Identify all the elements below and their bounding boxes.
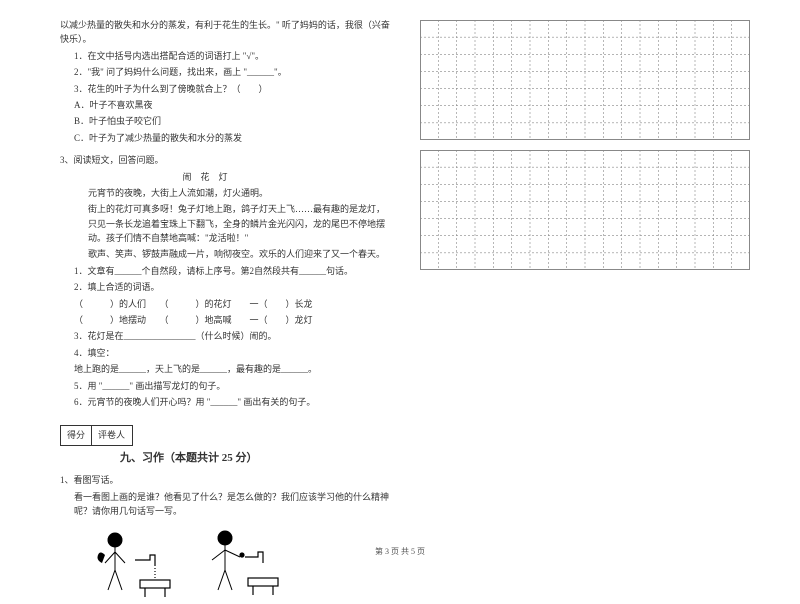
passage1-q2: 2．"我" 问了妈妈什么问题，找出来，画上 "______"。	[60, 65, 390, 79]
score-col2: 评卷人	[92, 426, 132, 444]
passage2-q4: 4．填空：	[60, 346, 390, 360]
passage2-q2: 2．填上合适的词语。	[60, 280, 390, 294]
passage2-p1: 元宵节的夜晚，大街上人流如潮，灯火通明。	[60, 186, 390, 200]
score-box: 得分 评卷人	[60, 425, 133, 445]
passage1-optA: A．叶子不喜欢黑夜	[60, 98, 390, 112]
passage1-intro: 以减少热量的散失和水分的蒸发，有利于花生的生长。" 听了妈妈的话，我很（兴奋 快…	[60, 18, 390, 47]
passage2-header: 3、阅读短文，回答问题。	[60, 153, 390, 167]
writing-grid-2	[420, 150, 750, 270]
passage2-q3: 3．花灯是在________________（什么时候）闹的。	[60, 329, 390, 343]
passage1-q1: 1．在文中括号内选出搭配合适的词语打上 "√"。	[60, 49, 390, 63]
passage1-optC: C．叶子为了减少热量的散失和水分的蒸发	[60, 131, 390, 145]
section9-q1: 1、看图写话。	[60, 473, 390, 487]
passage1-q3: 3．花生的叶子为什么到了傍晚就合上？（ ）	[60, 82, 390, 96]
passage2-title: 闹 花 灯	[60, 170, 390, 184]
section9-heading: 九、习作（本题共计 25 分）	[60, 450, 390, 468]
passage2-q5: 5．用 "______" 画出描写龙灯的句子。	[60, 379, 390, 393]
writing-grid-1	[420, 20, 750, 140]
score-col1: 得分	[61, 426, 92, 444]
passage2-q4a: 地上跑的是______，天上飞的是______，最有趣的是______。	[60, 362, 390, 376]
illustration	[80, 525, 300, 600]
passage2-q2a: （ ）的人们 （ ）的花灯 一（ ）长龙	[60, 297, 390, 311]
passage2-p3: 歌声、笑声、锣鼓声融成一片，响彻夜空。欢乐的人们迎来了又一个春天。	[60, 247, 390, 261]
page-footer: 第 3 页 共 5 页	[0, 546, 800, 557]
passage2-q1: 1．文章有______个自然段，请标上序号。第2自然段共有______句话。	[60, 264, 390, 278]
passage2-q2b: （ ）地摆动 （ ）地高喊 一（ ）龙灯	[60, 313, 390, 327]
passage2-q6: 6．元宵节的夜晚人们开心吗？用 "______" 画出有关的句子。	[60, 395, 390, 409]
passage1-optB: B．叶子怕虫子咬它们	[60, 114, 390, 128]
passage2-p2: 街上的花灯可真多呀！兔子灯地上跑，鸽子灯天上飞……最有趣的是龙灯，只见一条长龙追…	[60, 202, 390, 245]
section9-instr: 看一看图上画的是谁？他看见了什么？是怎么做的？我们应该学习他的什么精神呢？请你用…	[60, 490, 390, 519]
